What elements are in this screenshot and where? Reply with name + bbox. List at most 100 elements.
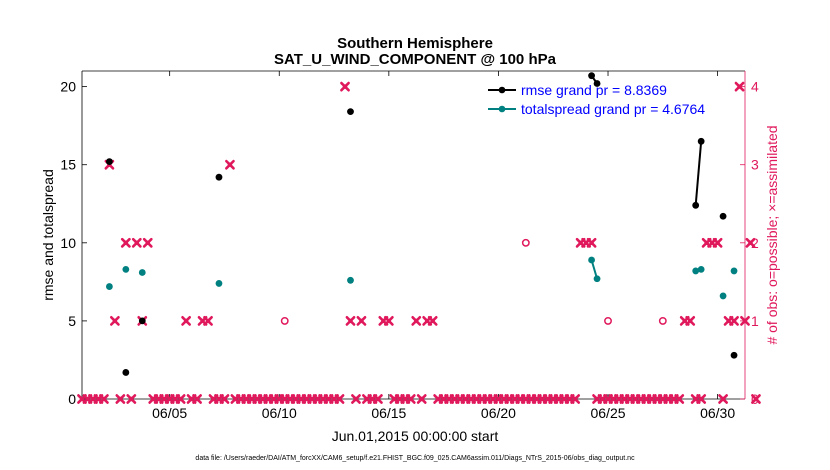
obs-assimilated-core — [698, 396, 704, 402]
obs-assimilated-core — [452, 396, 457, 402]
rmse-point — [730, 351, 738, 359]
chart-subtitle: SAT_U_WIND_COMPONENT @ 100 hPa — [274, 51, 557, 68]
obs-assimilated-core — [342, 84, 348, 89]
obs-assimilated-core — [370, 396, 375, 402]
rmse-line — [694, 141, 703, 206]
obs-assimilated-core — [622, 396, 627, 402]
spread-point — [138, 269, 146, 276]
obs-assimilated-core — [633, 396, 638, 402]
obs-assimilated-core — [161, 396, 167, 402]
obs-assimilated-core — [512, 396, 518, 402]
obs-assimilated-core — [737, 84, 742, 89]
obs-assimilated-core — [424, 318, 430, 324]
obs-assimilated-core — [688, 318, 693, 324]
y-tick-label: 5 — [68, 313, 76, 329]
obs-assimilated-core — [79, 396, 85, 402]
obs-assimilated-core — [271, 396, 276, 402]
obs-assimilated-core — [118, 396, 123, 402]
spread-point — [105, 283, 113, 290]
rmse-point — [692, 201, 700, 209]
x-tick-label: 06/15 — [371, 405, 406, 421]
obs-assimilated-core — [178, 396, 183, 402]
x-tick-label: 06/30 — [700, 405, 735, 421]
obs-assimilated-core — [222, 396, 227, 402]
obs-assimilated-core — [545, 396, 550, 402]
obs-assimilated-core — [123, 240, 129, 246]
obs-assimilated-core — [359, 318, 364, 324]
obs-assimilated-core — [616, 396, 622, 402]
obs-assimilated-core — [337, 396, 342, 402]
obs-assimilated-core — [605, 396, 611, 402]
obs-assimilated-core — [556, 396, 561, 402]
obs-assimilated-core — [561, 396, 567, 402]
obs-assimilated-core — [529, 396, 534, 402]
obs-assimilated-core — [748, 240, 753, 246]
obs-assimilated-core — [408, 396, 413, 402]
obs-assimilated-core — [474, 396, 479, 402]
obs-assimilated-core — [309, 396, 315, 402]
obs-assimilated-core — [189, 396, 194, 402]
x-tick-label: 06/20 — [481, 405, 516, 421]
spread-point — [692, 267, 700, 275]
y2-tick-label: 3 — [751, 157, 759, 173]
obs-assimilated-core — [671, 396, 676, 402]
obs-assimilated-core — [655, 396, 660, 402]
rmse-point — [697, 137, 705, 145]
obs-assimilated-core — [589, 240, 594, 246]
y2-axis-label: # of obs: o=possible; ×=assimilated — [764, 125, 780, 344]
obs-assimilated-core — [233, 396, 238, 402]
x-tick-label: 06/25 — [590, 405, 625, 421]
obs-assimilated-core — [205, 318, 211, 324]
obs-assimilated-core — [375, 396, 381, 402]
y-tick-label: 15 — [60, 157, 76, 173]
obs-assimilated-core — [145, 240, 150, 246]
obs-assimilated-core — [726, 318, 731, 324]
obs-assimilated-core — [244, 396, 249, 402]
spread-point — [347, 276, 354, 284]
obs-assimilated-core — [638, 396, 644, 402]
obs-assimilated-core — [709, 240, 715, 246]
rmse-point — [215, 173, 223, 181]
obs-assimilated-core — [704, 240, 709, 246]
obs-assimilated-core — [600, 396, 605, 402]
obs-assimilated-core — [731, 318, 737, 324]
y-tick-label: 20 — [60, 79, 76, 95]
rmse-point — [719, 212, 727, 220]
obs-assimilated-core — [282, 396, 287, 402]
obs-assimilated-core — [414, 318, 419, 324]
obs-assimilated-core — [315, 396, 320, 402]
obs-assimilated-core — [468, 396, 474, 402]
obs-assimilated-core — [129, 396, 134, 402]
obs-assimilated-core — [288, 396, 293, 402]
data-file-footnote: data file: /Users/raeder/DAI/ATM_forcXX/… — [195, 455, 635, 462]
obs-assimilated-core — [238, 396, 244, 402]
obs-assimilated-core — [320, 396, 326, 402]
obs-possible-marker — [521, 238, 530, 247]
obs-assimilated-core — [172, 396, 178, 402]
obs-assimilated-core — [693, 396, 698, 402]
spread-point — [697, 265, 705, 273]
obs-assimilated-core — [101, 396, 107, 402]
obs-assimilated-core — [523, 396, 529, 402]
obs-possible-marker — [658, 316, 667, 325]
obs-assimilated-core — [364, 396, 370, 402]
rmse-point — [105, 158, 113, 165]
obs-assimilated-core — [501, 396, 507, 402]
obs-assimilated-core — [386, 318, 392, 324]
obs-assimilated-core — [392, 396, 397, 402]
obs-assimilated-core — [151, 396, 156, 402]
obs-assimilated-core — [96, 396, 101, 402]
legend-spread-marker — [498, 105, 506, 113]
obs-assimilated-core — [326, 396, 331, 402]
obs-assimilated-core — [485, 396, 490, 402]
legend-rmse-label: rmse grand pr = 8.8369 — [521, 82, 667, 98]
obs-assimilated-core — [594, 396, 600, 402]
obs-assimilated-core — [211, 396, 216, 402]
obs-assimilated-core — [611, 396, 616, 402]
obs-assimilated-core — [666, 396, 671, 402]
obs-assimilated-core — [112, 318, 118, 324]
obs-assimilated-core — [463, 396, 468, 402]
obs-assimilated-core — [331, 396, 337, 402]
y-axis-label: rmse and totalspread — [40, 169, 56, 301]
